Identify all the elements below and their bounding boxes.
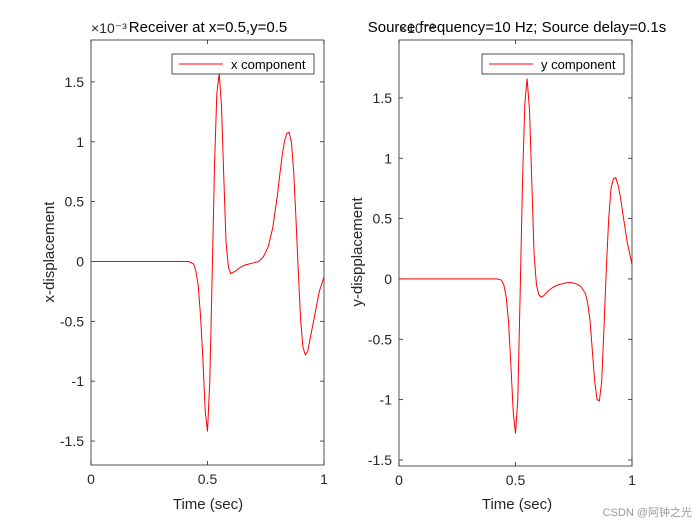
legend-box — [481, 53, 625, 75]
x-tick-label: 1 — [628, 472, 636, 488]
y-tick-label: -1.5 — [368, 452, 392, 468]
x-displacement-plot: Receiver at x=0.5,y=0.5 ×10⁻³ 0 0.5 1 -1.5 -… — [41, 19, 328, 513]
y-exponent-label: ×10⁻³ — [91, 20, 127, 36]
y-tick-label: 1 — [76, 134, 84, 150]
y-exponent-label: ×10⁻³ — [399, 20, 435, 36]
y-axis-label: x-displacement — [41, 201, 58, 303]
watermark: CSDN @阿钟之光 — [603, 505, 692, 519]
y-tick-label: 0.5 — [373, 211, 393, 227]
x-tick-label: 0 — [395, 472, 403, 488]
x-axis-label: Time (sec) — [173, 496, 243, 513]
plot-title: Receiver at x=0.5,y=0.5 — [129, 19, 287, 36]
axes-box — [398, 39, 633, 467]
legend-entry-y-component: y component — [541, 57, 616, 72]
y-tick-label: 0.5 — [65, 194, 85, 210]
y-tick-label: -1 — [380, 392, 393, 408]
tick-group: 0 0.5 1 -1.5 -1 -0.5 0 0.5 1 1.5 — [60, 40, 328, 487]
y-tick-label: -1 — [72, 373, 85, 389]
y-tick-label: -0.5 — [368, 331, 392, 347]
legend: x component — [171, 53, 315, 75]
x-tick-label: 0.5 — [198, 471, 218, 487]
y-tick-label: 0 — [384, 271, 392, 287]
x-tick-label: 1 — [320, 471, 328, 487]
tick-group: 0 0.5 1 -1.5 -1 -0.5 0 0.5 1 1.5 — [368, 40, 636, 488]
x-component-line — [91, 73, 325, 432]
y-tick-label: 0 — [76, 253, 84, 269]
legend-box — [171, 53, 315, 75]
y-displacement-plot: Source frequency=10 Hz; Source delay=0.1… — [349, 19, 666, 513]
x-tick-label: 0.5 — [506, 472, 526, 488]
y-tick-label: 1 — [384, 150, 392, 166]
y-tick-label: -0.5 — [60, 313, 84, 329]
y-tick-label: 1.5 — [373, 90, 393, 106]
legend-entry-x-component: x component — [231, 57, 306, 72]
x-axis-label: Time (sec) — [482, 496, 552, 513]
y-axis-label: y-dispplacement — [349, 197, 366, 307]
legend: y component — [481, 53, 625, 75]
x-tick-label: 0 — [87, 471, 95, 487]
y-component-line — [399, 78, 633, 434]
y-tick-label: -1.5 — [60, 433, 84, 449]
y-tick-label: 1.5 — [65, 74, 85, 90]
plot-title: Source frequency=10 Hz; Source delay=0.1… — [368, 19, 667, 36]
axes-box — [90, 39, 325, 466]
